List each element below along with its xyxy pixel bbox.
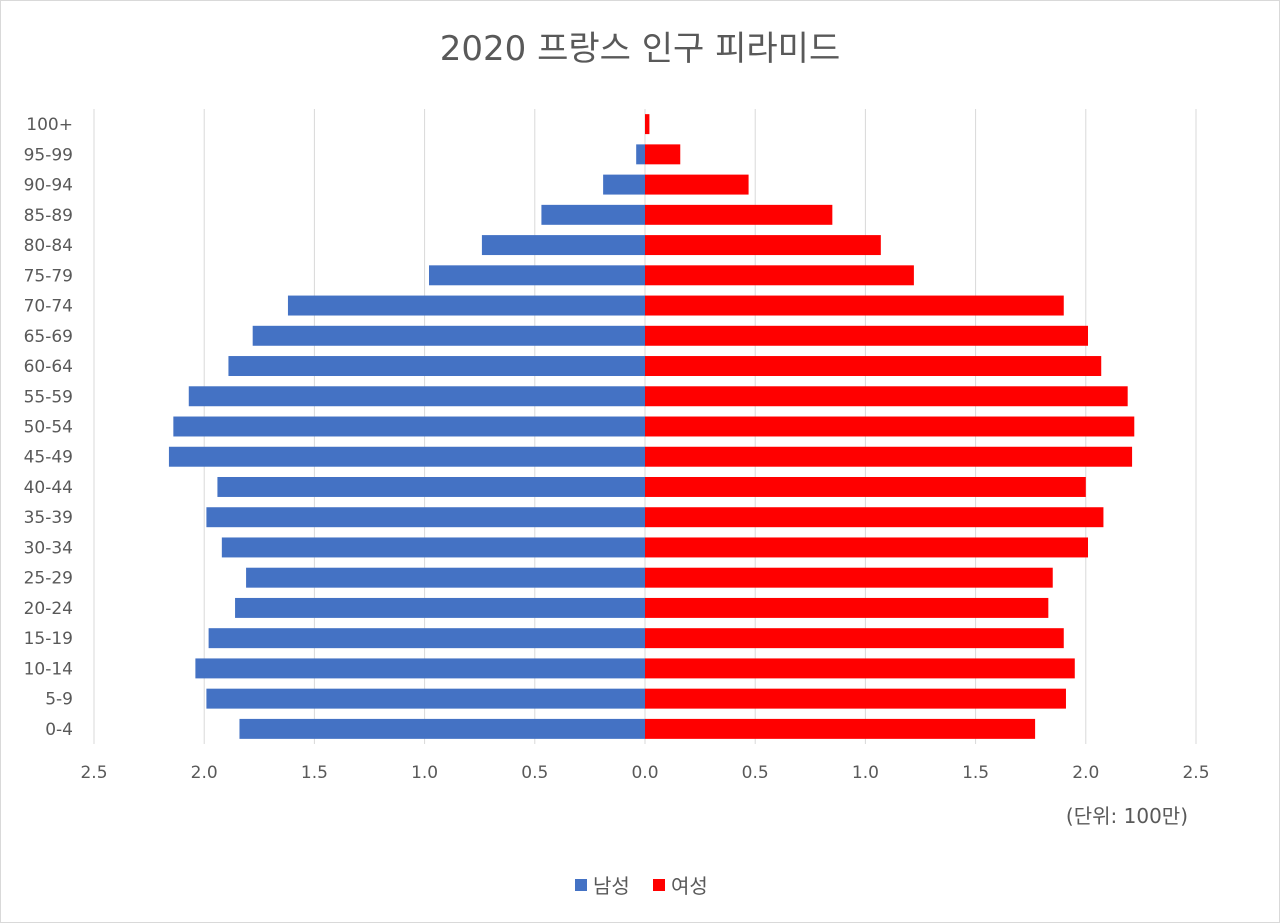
x-tick-label: 0.0	[631, 763, 658, 783]
bar-female-5-9	[645, 688, 1066, 709]
y-tick-label: 75-79	[24, 266, 73, 286]
y-tick-label: 10-14	[24, 659, 73, 679]
bar-female-65-69	[645, 325, 1089, 346]
bar-male-35-39	[206, 507, 646, 528]
x-tick-label: 2.5	[80, 763, 107, 783]
bar-female-35-39	[645, 507, 1104, 528]
x-tick-label: 1.5	[301, 763, 328, 783]
x-tick-label: 2.0	[191, 763, 218, 783]
y-tick-label: 85-89	[24, 206, 73, 226]
bar-female-90-94	[645, 174, 749, 195]
y-tick-label: 70-74	[24, 297, 73, 317]
y-tick-label: 40-44	[24, 478, 73, 498]
bars	[168, 114, 1135, 739]
x-tick-label: 2.5	[1182, 763, 1209, 783]
bar-male-55-59	[188, 386, 645, 407]
y-axis-ticks: 0-4 5-9 10-14 15-19 20-24 25-29 30-34 35-39 40-4…	[24, 115, 73, 740]
y-tick-label: 30-34	[24, 538, 73, 558]
bar-female-100+	[645, 114, 650, 135]
x-axis-ticks: 2.5 2.0 1.5 1.0 0.5 0.0 0.5 1.0 1.5 2.0 2.5	[80, 763, 1209, 783]
bar-female-50-54	[645, 416, 1135, 437]
y-tick-label: 50-54	[24, 418, 73, 438]
bar-male-20-24	[235, 597, 645, 618]
bar-male-15-19	[208, 628, 645, 649]
bar-female-95-99	[645, 144, 681, 165]
bar-female-55-59	[645, 386, 1128, 407]
bar-male-85-89	[541, 204, 645, 225]
bar-female-60-64	[645, 356, 1102, 377]
bar-male-45-49	[168, 446, 645, 467]
legend-swatch-male	[575, 879, 587, 891]
y-tick-label: 90-94	[24, 176, 73, 196]
bar-male-30-34	[221, 537, 645, 558]
y-tick-label: 20-24	[24, 599, 73, 619]
x-tick-label: 1.0	[852, 763, 879, 783]
bar-male-80-84	[481, 235, 645, 256]
x-tick-label: 1.0	[411, 763, 438, 783]
bar-female-10-14	[645, 658, 1075, 679]
bar-female-0-4	[645, 718, 1036, 739]
bar-male-75-79	[429, 265, 645, 286]
y-tick-label: 25-29	[24, 569, 73, 589]
legend-label-male: 남성	[593, 874, 630, 898]
y-tick-label: 45-49	[24, 448, 73, 468]
bar-male-95-99	[636, 144, 645, 165]
bar-male-40-44	[217, 476, 645, 497]
bar-male-60-64	[228, 356, 645, 377]
y-tick-label: 55-59	[24, 387, 73, 407]
x-tick-label: 0.5	[521, 763, 548, 783]
y-tick-label: 100+	[26, 115, 73, 135]
bar-male-5-9	[206, 688, 646, 709]
bar-female-40-44	[645, 476, 1086, 497]
bar-female-15-19	[645, 628, 1064, 649]
chart-title: 2020 프랑스 인구 피라미드	[440, 29, 840, 69]
x-tick-label: 0.5	[742, 763, 769, 783]
y-tick-label: 80-84	[24, 236, 73, 256]
bar-male-50-54	[173, 416, 645, 437]
y-tick-label: 0-4	[45, 720, 73, 740]
bar-female-20-24	[645, 597, 1049, 618]
bar-female-45-49	[645, 446, 1133, 467]
bar-male-70-74	[287, 295, 645, 316]
y-tick-label: 60-64	[24, 357, 73, 377]
bar-female-85-89	[645, 204, 833, 225]
legend: 남성 여성	[575, 874, 708, 898]
y-tick-label: 15-19	[24, 629, 73, 649]
x-tick-label: 2.0	[1072, 763, 1099, 783]
bar-female-70-74	[645, 295, 1064, 316]
bar-male-25-29	[246, 567, 646, 588]
bar-male-0-4	[239, 718, 646, 739]
bar-male-90-94	[603, 174, 645, 195]
bar-female-25-29	[645, 567, 1053, 588]
y-tick-label: 5-9	[45, 690, 73, 710]
y-tick-label: 35-39	[24, 508, 73, 528]
y-tick-label: 95-99	[24, 145, 73, 165]
legend-label-female: 여성	[671, 874, 708, 898]
legend-swatch-female	[653, 879, 665, 891]
bar-female-80-84	[645, 235, 881, 256]
x-tick-label: 1.5	[962, 763, 989, 783]
y-tick-label: 65-69	[24, 327, 73, 347]
bar-male-65-69	[252, 325, 646, 346]
bar-female-75-79	[645, 265, 914, 286]
bar-female-30-34	[645, 537, 1089, 558]
bar-male-10-14	[195, 658, 645, 679]
unit-note: (단위: 100만)	[1066, 804, 1188, 828]
